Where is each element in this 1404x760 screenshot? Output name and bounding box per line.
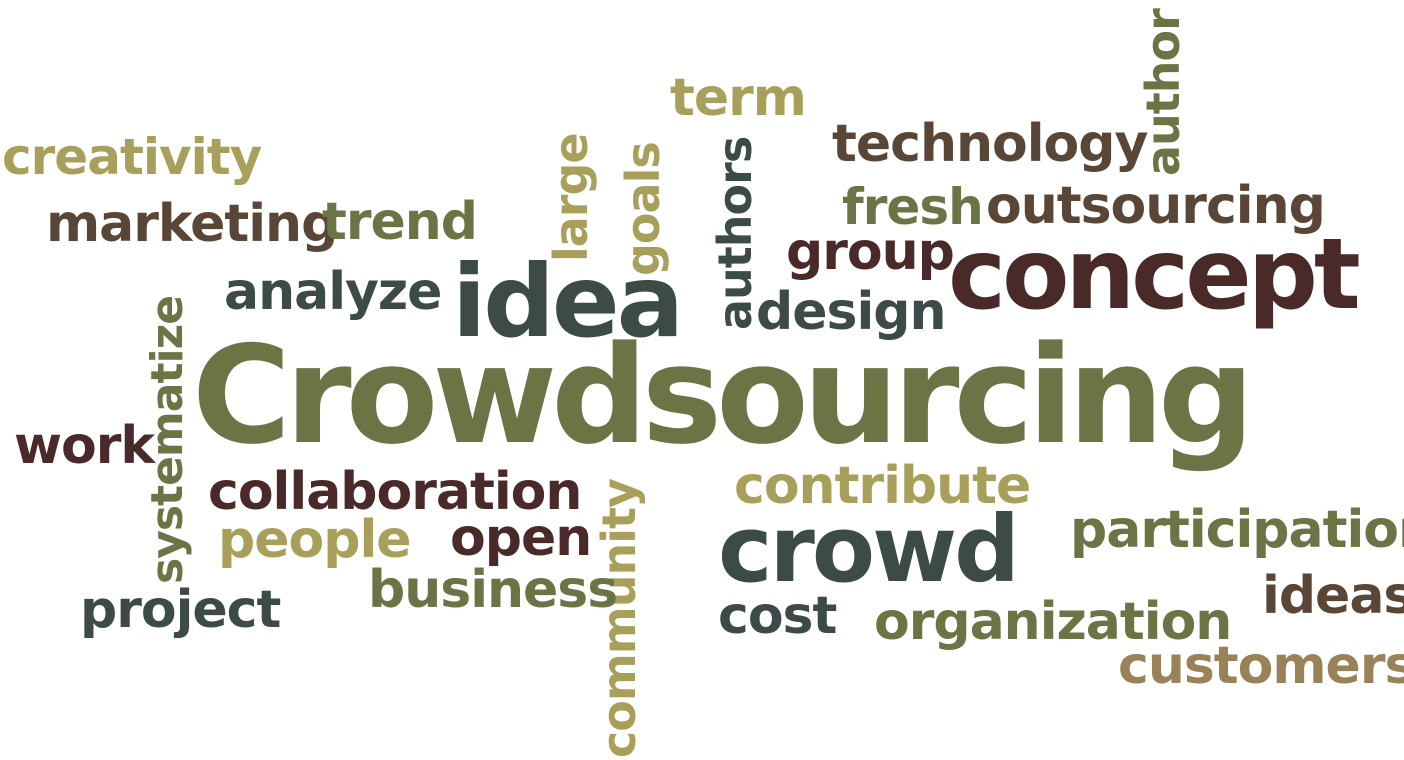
word-ideas: ideas: [1262, 566, 1404, 626]
word-concept: concept: [948, 218, 1361, 332]
word-business: business: [368, 560, 618, 620]
word-authors: authors: [708, 136, 762, 330]
word-term: term: [670, 68, 807, 128]
word-large: large: [544, 133, 598, 262]
word-people: people: [218, 510, 412, 570]
word-organization: organization: [874, 592, 1232, 652]
word-trend: trend: [322, 192, 478, 252]
word-collaboration: collaboration: [208, 462, 582, 522]
word-outsourcing: outsourcing: [986, 176, 1326, 236]
word-group: group: [786, 222, 955, 282]
word-project: project: [80, 580, 281, 640]
word-customers: customers: [1118, 636, 1404, 696]
word-crowd: crowd: [718, 496, 1020, 603]
word-analyze: analyze: [224, 262, 442, 322]
word-goals: goals: [616, 142, 670, 276]
word-participation: participation: [1070, 500, 1404, 560]
word-crowdsourcing: Crowdsourcing: [192, 317, 1255, 474]
word-creativity: creativity: [2, 128, 262, 186]
word-technology: technology: [832, 114, 1148, 174]
word-fresh: fresh: [842, 178, 984, 236]
word-work: work: [14, 416, 155, 476]
word-design: design: [756, 282, 947, 342]
word-open: open: [450, 508, 592, 568]
word-idea: idea: [452, 243, 684, 360]
word-contribute: contribute: [734, 456, 1031, 516]
word-marketing: marketing: [46, 194, 338, 254]
word-cost: cost: [718, 586, 837, 646]
